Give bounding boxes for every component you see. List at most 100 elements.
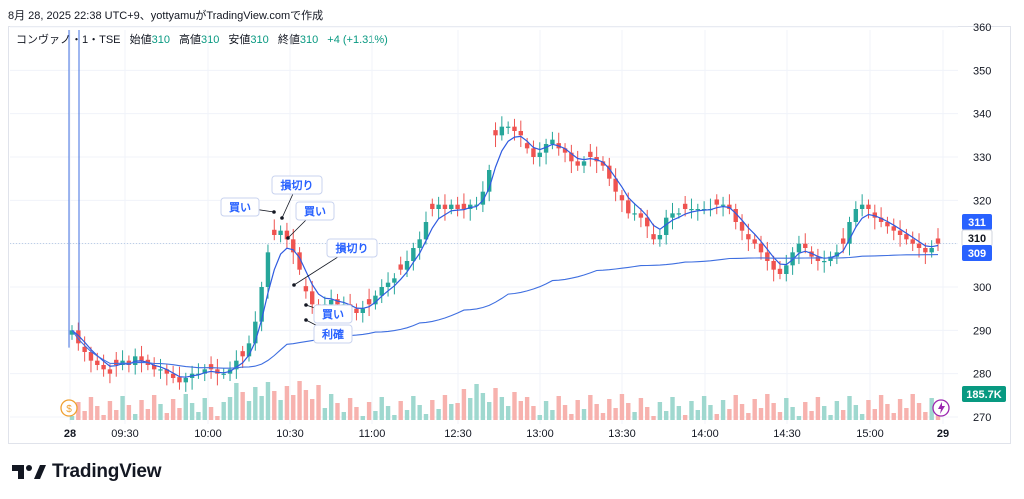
candle-body [733,209,738,222]
y-tick-label: 320 [973,195,991,207]
candle-body [95,360,100,365]
volume-bar [524,397,530,420]
volume-bar [423,414,429,420]
tradingview-logo[interactable]: TradingView [12,461,162,483]
volume-bar [651,416,656,420]
volume-bar [626,403,631,420]
volume-bar [221,402,226,420]
volume-bar [910,394,915,420]
candle-body [897,230,903,235]
candle-body [916,243,922,248]
candle-body [398,264,403,270]
volume-bar [733,395,738,420]
annotation-box [271,175,323,195]
annotation-dot [272,210,276,214]
candle-body [101,365,106,370]
candle-body [923,248,928,253]
candle-body [822,261,827,263]
volume-bar [82,411,87,420]
volume-bar [253,387,258,420]
dividend-marker-icon [60,399,78,417]
y-tick-label: 330 [973,152,991,164]
candle-body [461,203,467,209]
candle-body [436,204,441,209]
volume-bar [284,386,290,420]
symbol-name[interactable]: コンヴァノ・1・TSE [16,34,121,46]
candle-body [310,291,315,305]
volume-bar [265,382,271,420]
volume-bar [638,398,644,420]
volume-bar [632,412,637,420]
volume-tag [962,386,1006,402]
volume-bar [613,408,618,420]
candle-body [803,243,808,248]
price-tag-label: 309 [968,248,986,260]
volume-bar [607,399,612,420]
candle-body [215,369,220,374]
volume-bar [859,414,865,420]
volume-bar [746,413,751,420]
candle-body [727,204,732,209]
volume-bar [442,395,448,420]
candle-body [878,217,884,222]
candle-body [518,131,524,136]
candle-body [885,222,890,227]
y-tick-label: 350 [973,65,991,77]
candle-body [493,130,498,136]
x-tick-label: 10:30 [276,428,304,440]
volume-bar [758,408,764,420]
x-tick-label: 12:30 [444,428,472,440]
volume-bar [822,406,827,420]
candle-body [253,321,258,344]
y-tick-label: 300 [973,282,991,294]
volume-bar [682,415,688,420]
volume-bar [866,400,871,420]
annotation-box [295,201,335,221]
volume-bar [234,383,239,420]
volume-bar [499,397,505,420]
candle-body [240,351,245,357]
candle-body [562,148,568,153]
open-label: 始値 [129,34,152,46]
candle-body [328,300,334,305]
candle-body [663,217,669,235]
candle-body [360,308,365,313]
volume-bar [518,401,524,420]
candle-body [695,209,700,211]
candle-body [935,238,941,244]
high-label: 高値 [179,34,201,46]
volume-bar [430,400,435,420]
volume-bar [297,381,302,420]
volume-bar [505,406,511,420]
candle-body [411,248,416,261]
volume-bar [347,398,353,420]
volume-bar [575,400,580,420]
candle-body [739,222,745,231]
volume-tag-label: 185.7K [966,389,1002,401]
volume-bar [139,400,144,420]
candle-body [392,278,397,283]
x-tick-label: 14:00 [691,428,719,440]
candle-body [480,191,486,205]
volume-bar [126,405,132,420]
volume-bar [88,397,94,420]
x-tick-label: 13:30 [608,428,636,440]
volume-bar [765,394,770,420]
volume-bar [803,402,808,420]
tradingview-logo-text: TradingView [52,461,162,482]
volume-bar [151,395,157,420]
volume-bar [177,408,182,420]
volume-bar [170,399,176,420]
annotation-label: 損切り [336,241,369,255]
candle-body [638,213,644,218]
annotation-dot [292,283,296,287]
candle-body [809,251,814,257]
volume-bar [366,402,372,420]
volume-bar [537,415,542,420]
candle-body [746,234,751,240]
volume-bar [189,403,195,420]
candle-body [872,212,877,218]
candle-body [834,252,840,257]
candle-body [265,252,271,287]
